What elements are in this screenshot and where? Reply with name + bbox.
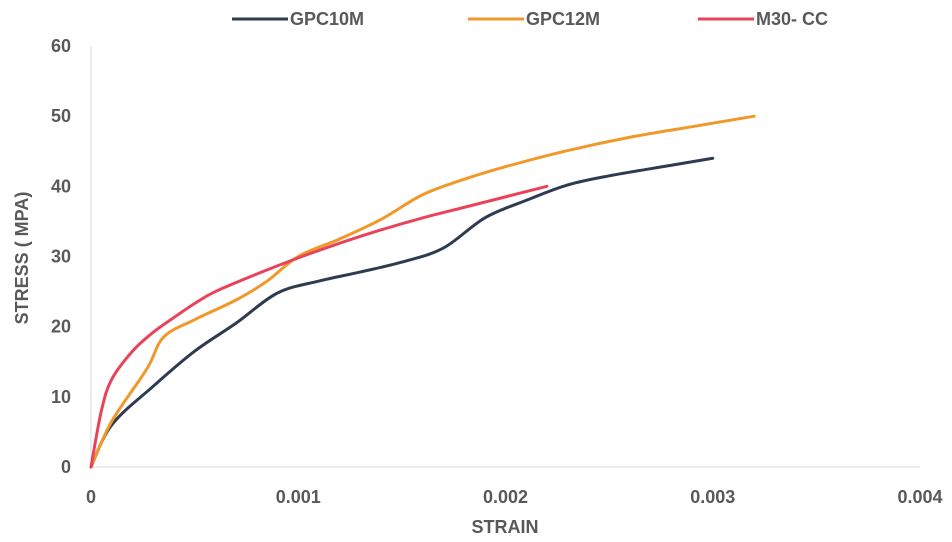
x-axis-title: STRAIN — [472, 517, 539, 537]
series-line-m30-cc — [89, 184, 549, 469]
y-tick-labels: 0 10 20 30 40 50 60 — [51, 36, 71, 477]
x-tick-label: 0.004 — [897, 487, 942, 507]
x-tick-label: 0 — [86, 487, 96, 507]
y-axis-title: STRESS ( MPA) — [12, 192, 32, 325]
series-lines — [89, 114, 756, 469]
series-line-gpc10m — [89, 156, 715, 469]
x-tick-labels: 0 0.001 0.002 0.003 0.004 — [86, 487, 943, 507]
y-tick-label: 0 — [61, 457, 71, 477]
y-tick-label: 60 — [51, 36, 71, 56]
legend: GPC10M GPC12M M30- CC — [232, 9, 828, 29]
y-tick-label: 20 — [51, 317, 71, 337]
series-line-gpc12m — [89, 114, 756, 469]
legend-label-gpc10m: GPC10M — [290, 9, 364, 29]
y-tick-label: 50 — [51, 106, 71, 126]
x-tick-label: 0.001 — [276, 487, 321, 507]
legend-label-gpc12m: GPC12M — [526, 9, 600, 29]
x-tick-label: 0.002 — [483, 487, 528, 507]
x-tick-label: 0.003 — [690, 487, 735, 507]
y-tick-label: 40 — [51, 176, 71, 196]
y-tick-label: 10 — [51, 387, 71, 407]
y-tick-label: 30 — [51, 247, 71, 267]
legend-label-m30-cc: M30- CC — [756, 9, 828, 29]
